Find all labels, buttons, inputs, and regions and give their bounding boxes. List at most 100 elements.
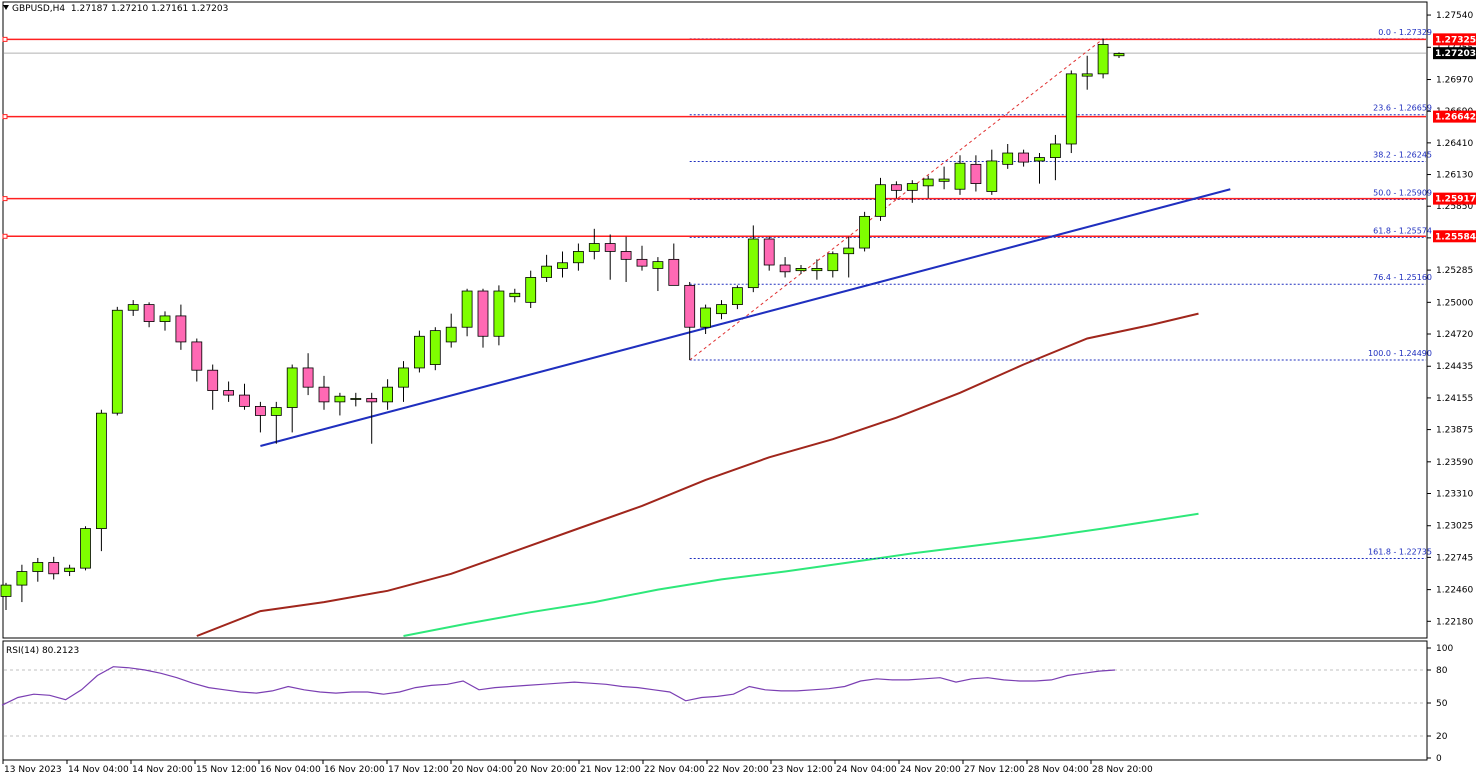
x-tick-label: 14 Nov 20:00 [132,765,193,775]
candle [398,361,409,402]
level-tag-top-label: 1.27325 [1435,35,1476,45]
candle [970,155,982,192]
candle [159,311,171,331]
x-tick-label: 16 Nov 20:00 [324,765,385,775]
candle-body [700,307,711,328]
candle [16,564,28,603]
x-tick-label: 22 Nov 04:00 [644,765,705,775]
candle [1050,134,1061,181]
candle-body [1097,44,1109,75]
candle [891,181,902,199]
dropdown-triangle-icon[interactable] [3,5,9,10]
candle [668,243,680,286]
rsi-tick-label: 20 [1436,732,1448,742]
y-tick-label: 1.23025 [1436,522,1473,532]
candle-body [382,386,394,403]
x-tick-label: 23 Nov 12:00 [772,765,833,775]
candle [557,251,568,278]
candle [254,401,266,433]
x-tick-label: 20 Nov 04:00 [452,765,513,775]
candle [843,236,855,278]
candle-body [636,258,648,267]
candle-body [573,251,584,264]
candle-body [413,335,425,369]
candle-body [1034,157,1045,162]
rsi-tick-label: 0 [1436,754,1442,764]
candle-body [541,265,552,278]
candle-body [954,162,966,190]
candle-body [604,243,616,252]
candle [143,302,155,328]
rsi-pane-frame [2,640,1428,761]
y-tick-label: 1.25000 [1436,298,1473,308]
candle-body [477,290,489,337]
candle-body [32,562,44,572]
candle-body [302,367,314,388]
candle-body [143,304,155,322]
x-tick-label: 28 Nov 04:00 [1028,765,1089,775]
candle-body [159,315,171,322]
candle-body [716,304,727,315]
candle [64,564,75,577]
level-tag-mid-label: 1.26642 [1435,113,1476,123]
y-tick-label: 1.22460 [1436,586,1473,596]
candle-body [16,571,28,586]
candle [239,383,250,410]
candle-body [1050,143,1061,158]
candle [286,364,298,433]
fib-level-label: 100.0 - 1.24490 [1368,349,1432,358]
y-tick-label: 1.26970 [1436,76,1473,86]
candle-body [763,238,775,266]
x-tick-label: 28 Nov 20:00 [1092,765,1153,775]
candle-body [318,386,330,403]
candle [350,392,362,407]
level-tag-top [1433,33,1476,46]
candle [366,392,378,444]
candle-body [1002,152,1014,165]
candle [700,304,711,335]
y-tick-label: 1.26130 [1436,171,1473,181]
candle-body [891,184,902,191]
level-tag-mid [1433,110,1476,123]
y-tick-label: 1.23875 [1436,426,1473,436]
candle [747,225,759,293]
candle-body [48,562,60,575]
candle [1097,38,1109,79]
candle [270,401,282,444]
candle [541,254,552,282]
candle [922,175,934,199]
x-tick-label: 20 Nov 20:00 [516,765,577,775]
candle [334,392,346,416]
candle-body [1113,53,1125,57]
symbol-label: GBPUSD,H4 [12,4,66,14]
fib-level-label: 161.8 - 1.22735 [1368,548,1432,557]
ohlc-readout: 1.27187 1.27210 1.27161 1.27203 [70,4,229,14]
moving-average-slow [196,312,1199,637]
current-price-tag [1433,47,1476,60]
candle-body [557,262,568,269]
candle [636,245,648,271]
level-tag-b [1433,230,1476,243]
y-tick-label: 1.26410 [1436,139,1473,149]
candle-body [207,369,219,391]
candle-body [588,243,600,252]
candle-body [191,341,203,371]
candle-body [875,184,886,217]
level-anchor-handle [2,196,8,202]
candle [1081,55,1093,90]
rsi-pane-plot: 100 80 50 20 0 [1,644,1453,764]
candle-body [239,394,250,407]
candle-body [779,264,791,273]
candle-body [668,258,680,286]
x-tick-label: 24 Nov 20:00 [900,765,961,775]
candle-body [747,238,759,289]
candle [127,300,139,316]
candle-body [127,304,139,311]
y-tick-label: 1.24435 [1436,362,1473,372]
y-tick-label: 1.23310 [1436,489,1473,499]
x-tick-label: 15 Nov 12:00 [196,765,257,775]
time-axis: 13 Nov 2023 14 Nov 04:00 14 Nov 20:00 15 No… [2,760,1153,775]
x-tick-label: 13 Nov 2023 [4,765,62,775]
candle-body [334,395,346,403]
